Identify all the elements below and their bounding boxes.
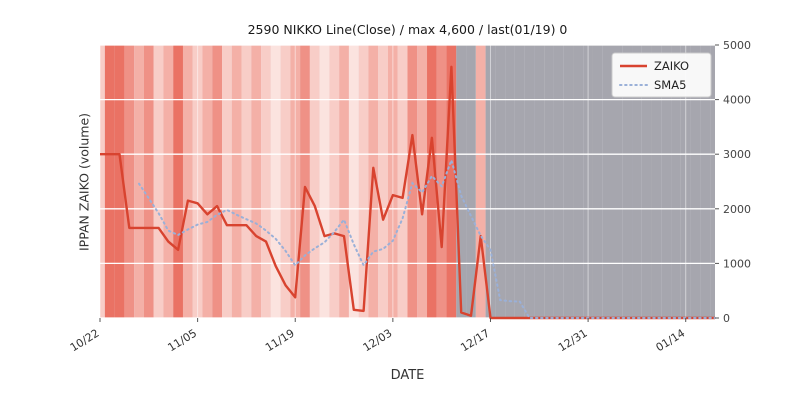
heat-band [641,45,652,318]
x-tick-label: 12/17 [458,327,492,355]
heat-band [202,45,213,318]
x-tick-label: 12/31 [556,327,590,355]
heat-band [505,45,515,318]
y-axis-label: IPPAN ZAIKO (volume) [76,112,92,252]
x-tick-label: 11/05 [165,327,199,355]
heat-band [309,45,320,318]
heat-band [300,45,310,318]
heat-band [514,45,525,318]
x-tick-label: 01/14 [654,327,688,355]
heat-band [573,45,584,318]
heat-band [553,45,564,318]
heat-band [563,45,574,318]
heat-band [241,45,252,318]
heat-band [651,45,662,318]
x-tick-label: 11/19 [263,327,297,355]
chart-title: 2590 NIKKO Line(Close) / max 4,600 / las… [247,22,568,37]
heat-band [456,45,467,318]
heat-band [622,45,633,318]
heat-band [710,45,715,318]
sma5-line [138,156,716,319]
x-tick-label: 12/03 [361,327,395,355]
heat-band [690,45,701,318]
heat-band [319,45,330,318]
heat-band [407,45,418,318]
heat-band [671,45,681,318]
heat-band [378,45,388,318]
heat-band [632,45,642,318]
heat-band [134,45,144,318]
heat-band [397,45,408,318]
heat-band [231,45,242,318]
heat-band [270,45,281,318]
x-tick-label: 10/22 [68,327,102,355]
heat-band [163,45,174,318]
heat-band [153,45,164,318]
heat-band [124,45,135,318]
heat-band [602,45,613,318]
y-tick-label: 3000 [723,148,751,161]
heat-band [348,45,359,318]
heat-band [104,45,115,318]
legend-sma5-label: SMA5 [654,78,686,92]
y-tick-label: 0 [723,312,730,325]
heat-band [212,45,223,318]
heat-band [427,45,437,318]
heat-band [173,45,183,318]
heat-band [182,45,193,318]
legend-zaiko-label: ZAIKO [654,59,689,73]
heat-band [700,45,711,318]
y-tick-label: 5000 [723,39,751,52]
heat-band [495,45,506,318]
heat-band [592,45,603,318]
heat-band [544,45,554,318]
heat-band [339,45,349,318]
heat-band [534,45,545,318]
heat-band [466,45,476,318]
y-tick-label: 2000 [723,203,751,216]
heat-band [417,45,428,318]
x-axis-label: DATE [390,368,425,383]
heat-band [261,45,271,318]
heat-band [100,45,105,318]
heat-band [436,45,447,318]
heat-band [524,45,535,318]
heat-band [251,45,262,318]
heat-band [143,45,154,318]
heat-band [329,45,340,318]
y-tick-label: 1000 [723,257,751,270]
y-tick-label: 4000 [723,94,751,107]
heat-band [222,45,232,318]
heat-band [358,45,369,318]
heat-band [612,45,623,318]
heat-band [475,45,486,318]
heat-band [280,45,291,318]
heat-band [446,45,457,318]
heat-band [661,45,672,318]
heat-band [114,45,125,318]
